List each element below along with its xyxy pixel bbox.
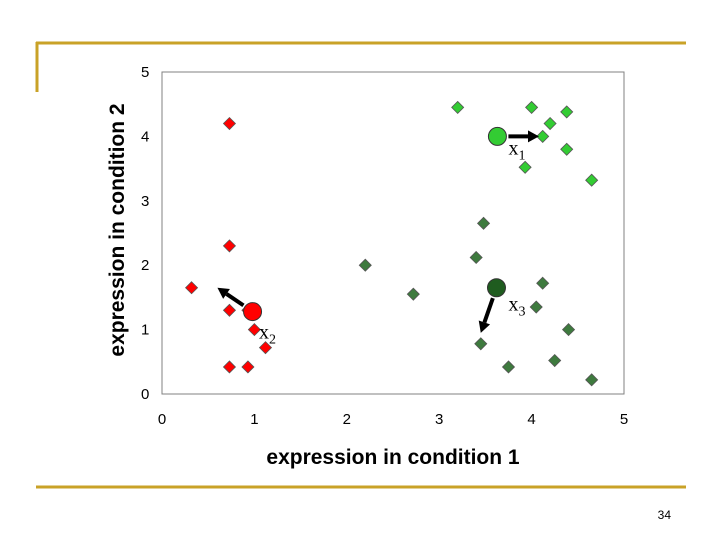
- x-tick-label: 1: [250, 411, 258, 428]
- data-point-diamond: [585, 373, 599, 387]
- centroid-label: x3: [509, 293, 526, 319]
- centroid-circle: [487, 126, 507, 146]
- data-point-diamond: [247, 323, 261, 337]
- x-tick-label: 4: [527, 411, 535, 428]
- data-point-diamond: [536, 129, 550, 143]
- centroid-move-arrow-shaft: [225, 292, 245, 308]
- data-point-diamond: [548, 353, 562, 368]
- scatter-chart: 0 1 2 3 4 5 0 1 2 3 4 5 expression in condition 1 e…: [106, 64, 628, 469]
- data-point-diamond: [529, 300, 543, 314]
- data-point-diamond: [525, 100, 539, 114]
- centroid-label-main: x: [509, 293, 519, 315]
- centroid-move-arrow-head: [217, 287, 230, 299]
- data-point-diamond: [560, 142, 574, 156]
- centroid-circle: [486, 278, 506, 298]
- data-point-diamond: [560, 105, 574, 119]
- centroid-circle: [243, 302, 263, 322]
- data-point-diamond: [222, 116, 237, 131]
- y-tick-label: 0: [141, 386, 149, 403]
- y-tick-label: 5: [141, 64, 149, 81]
- centroid-move-arrow-head: [527, 130, 539, 143]
- data-point-diamond: [222, 303, 237, 317]
- data-point-diamond: [258, 341, 273, 355]
- data-point-diamond: [406, 287, 420, 301]
- data-point-diamond: [222, 360, 237, 374]
- y-tick-label: 2: [141, 257, 149, 274]
- data-point-diamond: [543, 116, 557, 131]
- centroid-label-main: x: [509, 137, 519, 159]
- y-axis-title: expression in condition 2: [106, 103, 129, 356]
- plot-area: [161, 71, 625, 395]
- data-point-diamond: [501, 360, 516, 374]
- data-point-diamond: [451, 100, 465, 114]
- axis-ticks: 0 1 2 3 4 5 0 1 2 3 4 5: [141, 64, 628, 428]
- x-tick-label: 0: [158, 411, 166, 428]
- centroid-move-arrow-head: [478, 320, 491, 333]
- data-point-diamond: [469, 250, 483, 265]
- slide-frame: 34: [35, 41, 686, 522]
- x-tick-label: 2: [343, 411, 351, 428]
- x-axis-title: expression in condition 1: [266, 446, 520, 469]
- centroid-label: x2: [259, 322, 276, 348]
- centroid-move-arrow-shaft: [482, 297, 495, 324]
- data-points: [185, 100, 599, 387]
- data-point-diamond: [476, 216, 491, 230]
- centroid-label-subscript: 2: [269, 333, 276, 348]
- data-point-diamond: [358, 258, 372, 272]
- y-tick-label: 1: [141, 322, 149, 339]
- centroid-label-subscript: 3: [519, 304, 526, 319]
- data-point-diamond: [585, 173, 599, 187]
- x-tick-label: 3: [435, 411, 443, 428]
- data-point-diamond: [518, 160, 532, 174]
- centroid-label: x1: [509, 137, 526, 163]
- x-tick-label: 5: [620, 411, 628, 428]
- data-point-diamond: [474, 337, 488, 351]
- data-point-diamond: [536, 276, 550, 290]
- y-tick-label: 4: [141, 128, 149, 145]
- centroid-label-subscript: 1: [519, 148, 526, 163]
- page-number: 34: [658, 508, 672, 522]
- data-point-diamond: [185, 281, 199, 295]
- data-point-diamond: [222, 239, 237, 253]
- centroid-label-main: x: [259, 322, 269, 344]
- data-point-diamond: [241, 360, 255, 374]
- y-tick-label: 3: [141, 193, 149, 210]
- data-point-diamond: [561, 323, 576, 337]
